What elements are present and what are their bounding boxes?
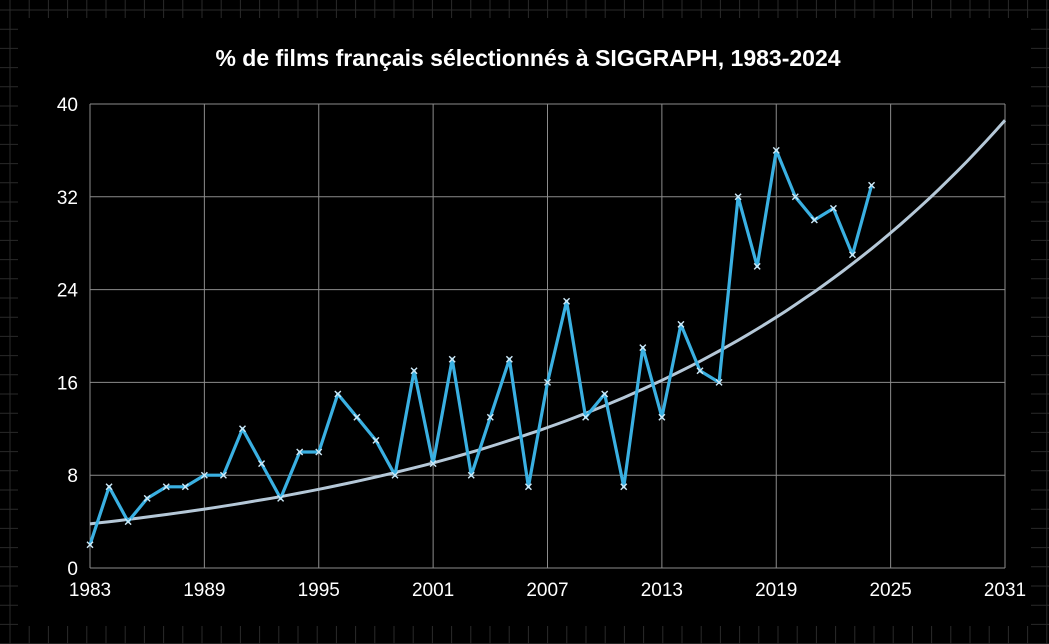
trend-line [89, 119, 1007, 526]
data-point [734, 193, 742, 201]
x-tick-label: 1995 [298, 580, 340, 601]
data-point [239, 425, 246, 433]
data-point [677, 320, 685, 328]
x-tick-label: 2019 [755, 580, 797, 601]
data-point [486, 413, 494, 421]
x-tick-label: 2031 [984, 580, 1026, 601]
x-tick-label: 1983 [69, 580, 111, 601]
x-tick-label: 2001 [412, 580, 454, 601]
x-tick-label: 1989 [183, 580, 225, 601]
data-point [124, 518, 132, 526]
x-axis-ticks: 1983 1989 1995 2001 2007 2013 2019 2025 2031 [69, 580, 1026, 601]
data-point [429, 460, 437, 468]
data-point [162, 483, 170, 491]
data-point [849, 251, 856, 259]
data-point [315, 448, 323, 456]
data-point [391, 471, 399, 479]
data-point [544, 378, 551, 386]
data-point [86, 541, 94, 549]
data-point [448, 355, 456, 363]
y-tick-label: 40 [57, 95, 78, 116]
data-point [334, 390, 342, 398]
data-point [658, 413, 666, 421]
data-point [143, 494, 151, 502]
data-point [772, 146, 780, 154]
data-point [505, 355, 513, 363]
data-point [868, 181, 876, 189]
data-point [219, 471, 227, 479]
data-point [715, 378, 723, 386]
data-point [753, 262, 761, 270]
data-point [181, 483, 189, 491]
data-point [829, 204, 837, 212]
x-tick-label: 2025 [869, 580, 911, 601]
data-point [258, 460, 266, 468]
data-point [277, 494, 285, 502]
data-point [296, 448, 304, 456]
data-point [810, 216, 818, 224]
data-point [582, 413, 590, 421]
plot-grid [89, 103, 1006, 569]
data-point [372, 436, 380, 444]
series-line [88, 148, 874, 546]
y-axis-ticks: 0 8 16 24 32 40 [57, 95, 79, 580]
y-tick-label: 16 [57, 373, 78, 394]
data-point [620, 483, 628, 491]
data-point [105, 483, 113, 491]
data-point [353, 413, 361, 421]
data-point [696, 367, 704, 375]
x-tick-label: 2013 [641, 580, 683, 601]
data-point [601, 390, 609, 398]
data-point [791, 193, 799, 201]
series-markers [86, 146, 876, 549]
y-tick-label: 0 [67, 559, 78, 580]
data-point [410, 367, 418, 375]
data-point [524, 483, 532, 491]
data-point [467, 471, 475, 479]
y-tick-label: 32 [57, 188, 78, 209]
y-tick-label: 24 [57, 281, 79, 302]
y-tick-label: 8 [67, 466, 78, 487]
data-point [563, 297, 571, 305]
data-point [200, 471, 208, 479]
x-tick-label: 2007 [526, 580, 568, 601]
data-point [639, 344, 647, 352]
chart-title: % de films français sélectionnés à SIGGR… [215, 45, 840, 71]
